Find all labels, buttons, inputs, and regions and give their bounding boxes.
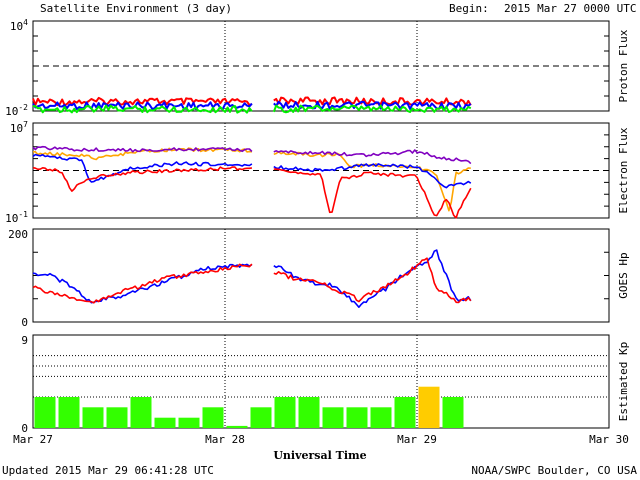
electron-series-blue [32,153,253,183]
kp-bar [154,417,176,428]
kp-bar [226,425,248,428]
kp-bar [346,407,368,428]
y-axis-label: Electron Flux [617,127,630,213]
y-tick-label: 200 [8,228,28,241]
proton-series-green [272,104,472,114]
electron-series-red [32,166,253,192]
y-tick-exponent: 4 [23,18,28,27]
goes_hp-series-blue [32,263,253,304]
x-tick-label: Mar 29 [397,433,437,446]
kp-bar [370,407,392,428]
panel-frame [32,20,610,112]
kp-bar [202,407,224,428]
electron-series-purple [32,145,253,153]
begin-value: 2015 Mar 27 0000 UTC [504,2,636,15]
proton-series-green [32,104,253,114]
electron-series-red [273,168,472,219]
panel-proton: 104 10-2 Proton Flux [5,18,630,118]
y-tick-label: 10-2 [5,103,28,118]
x-tick-label: Mar 30 [589,433,629,446]
proton-series-red [32,96,253,107]
y-axis-label: Estimated Kp [617,342,630,421]
kp-bar [298,397,320,428]
proton-series-blue [32,101,253,111]
y-tick-label: 107 [10,120,28,135]
y-axis-label: Proton Flux [617,29,630,102]
kp-bar [58,397,80,428]
goes_hp-series-red [32,263,253,304]
proton-series-red [273,96,472,107]
y-tick-label: 10-1 [5,210,28,225]
panel-electron: 107 10-1 Electron Flux [5,120,630,225]
goes_hp-series-red [273,257,472,304]
electron-series-blue [273,163,472,189]
kp-bar [34,397,56,428]
y-tick-exponent: -1 [18,210,28,219]
kp-bar [442,397,464,428]
panel-goes_hp: 200 0 GOES Hp [8,228,630,329]
kp-bar [250,407,272,428]
panel-kp: 9 0 Estimated Kp [21,334,630,435]
kp-bar [322,407,344,428]
kp-bar [130,397,152,428]
y-tick-exponent: -2 [18,103,28,112]
kp-bar [178,417,200,428]
x-axis-label: Universal Time [273,449,366,462]
begin-label: Begin: [449,2,489,15]
chart-title: Satellite Environment (3 day) [40,2,232,15]
y-axis-label: GOES Hp [617,252,630,298]
kp-bar [82,407,104,428]
panel-frame [32,334,610,429]
kp-bar [106,407,128,428]
panel-frame [32,228,610,323]
y-tick-label: 9 [21,334,28,347]
x-tick-label: Mar 28 [205,433,245,446]
y-tick-exponent: 7 [23,120,28,129]
updated-timestamp: Updated 2015 Mar 29 06:41:28 UTC [2,464,214,477]
y-tick-label: 0 [21,316,28,329]
x-tick-label: Mar 27 [13,433,53,446]
kp-bar [418,386,440,428]
y-tick-label: 104 [10,18,28,33]
electron-series-purple [273,149,472,165]
credit-label: NOAA/SWPC Boulder, CO USA [471,464,637,477]
kp-bar [274,397,296,428]
y-tick-label: 0 [21,422,28,435]
kp-bar [394,397,416,428]
